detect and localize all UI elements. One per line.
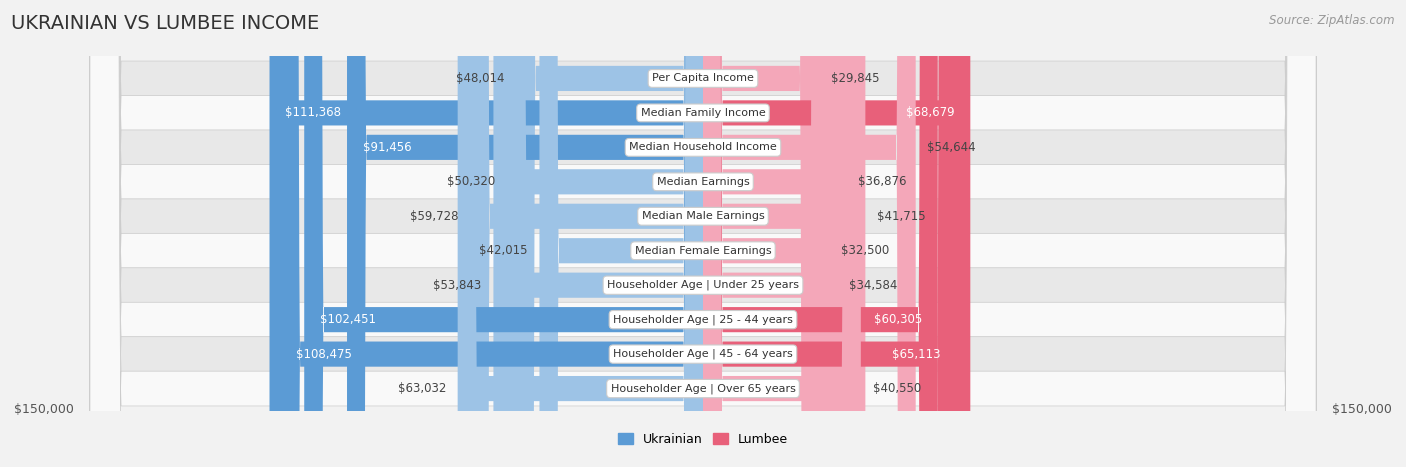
FancyBboxPatch shape <box>703 0 860 467</box>
Text: $32,500: $32,500 <box>841 244 890 257</box>
Text: $111,368: $111,368 <box>285 106 342 120</box>
Text: Median Female Earnings: Median Female Earnings <box>634 246 772 256</box>
Text: $53,843: $53,843 <box>433 279 482 292</box>
FancyBboxPatch shape <box>270 0 703 467</box>
Text: UKRAINIAN VS LUMBEE INCOME: UKRAINIAN VS LUMBEE INCOME <box>11 14 319 33</box>
Text: $108,475: $108,475 <box>297 347 353 361</box>
Legend: Ukrainian, Lumbee: Ukrainian, Lumbee <box>613 428 793 451</box>
FancyBboxPatch shape <box>508 0 703 467</box>
FancyBboxPatch shape <box>458 0 703 467</box>
Text: $102,451: $102,451 <box>319 313 375 326</box>
FancyBboxPatch shape <box>90 0 1316 467</box>
Text: $48,014: $48,014 <box>456 72 505 85</box>
Text: $60,305: $60,305 <box>875 313 922 326</box>
FancyBboxPatch shape <box>703 0 938 467</box>
Text: $34,584: $34,584 <box>849 279 897 292</box>
FancyBboxPatch shape <box>90 0 1316 467</box>
Text: $50,320: $50,320 <box>447 175 495 188</box>
Text: $59,728: $59,728 <box>411 210 458 223</box>
Text: Householder Age | 45 - 64 years: Householder Age | 45 - 64 years <box>613 349 793 359</box>
FancyBboxPatch shape <box>703 0 830 467</box>
FancyBboxPatch shape <box>703 0 915 467</box>
FancyBboxPatch shape <box>516 0 703 467</box>
FancyBboxPatch shape <box>471 0 703 467</box>
FancyBboxPatch shape <box>347 0 703 467</box>
Text: $65,113: $65,113 <box>893 347 941 361</box>
FancyBboxPatch shape <box>90 0 1316 467</box>
FancyBboxPatch shape <box>90 0 1316 467</box>
Text: $63,032: $63,032 <box>398 382 446 395</box>
Text: Median Family Income: Median Family Income <box>641 108 765 118</box>
FancyBboxPatch shape <box>281 0 703 467</box>
FancyBboxPatch shape <box>90 0 1316 467</box>
FancyBboxPatch shape <box>90 0 1316 467</box>
Text: $54,644: $54,644 <box>928 141 976 154</box>
Text: $40,550: $40,550 <box>873 382 921 395</box>
FancyBboxPatch shape <box>703 0 838 467</box>
Text: Median Earnings: Median Earnings <box>657 177 749 187</box>
FancyBboxPatch shape <box>90 0 1316 467</box>
FancyBboxPatch shape <box>90 0 1316 467</box>
Text: $68,679: $68,679 <box>905 106 955 120</box>
Text: Per Capita Income: Per Capita Income <box>652 73 754 84</box>
Text: Median Household Income: Median Household Income <box>628 142 778 152</box>
Text: Householder Age | Under 25 years: Householder Age | Under 25 years <box>607 280 799 290</box>
Text: $150,000: $150,000 <box>14 403 75 417</box>
FancyBboxPatch shape <box>90 0 1316 467</box>
FancyBboxPatch shape <box>703 0 820 467</box>
Text: $41,715: $41,715 <box>877 210 925 223</box>
FancyBboxPatch shape <box>703 0 865 467</box>
FancyBboxPatch shape <box>494 0 703 467</box>
FancyBboxPatch shape <box>304 0 703 467</box>
FancyBboxPatch shape <box>90 0 1316 467</box>
Text: $42,015: $42,015 <box>479 244 527 257</box>
Text: Median Male Earnings: Median Male Earnings <box>641 211 765 221</box>
Text: Householder Age | 25 - 44 years: Householder Age | 25 - 44 years <box>613 314 793 325</box>
Text: $36,876: $36,876 <box>858 175 907 188</box>
Text: Householder Age | Over 65 years: Householder Age | Over 65 years <box>610 383 796 394</box>
Text: Source: ZipAtlas.com: Source: ZipAtlas.com <box>1270 14 1395 27</box>
FancyBboxPatch shape <box>703 0 846 467</box>
FancyBboxPatch shape <box>703 0 956 467</box>
Text: $150,000: $150,000 <box>1331 403 1392 417</box>
Text: $29,845: $29,845 <box>831 72 879 85</box>
Text: $91,456: $91,456 <box>363 141 411 154</box>
FancyBboxPatch shape <box>540 0 703 467</box>
FancyBboxPatch shape <box>703 0 970 467</box>
